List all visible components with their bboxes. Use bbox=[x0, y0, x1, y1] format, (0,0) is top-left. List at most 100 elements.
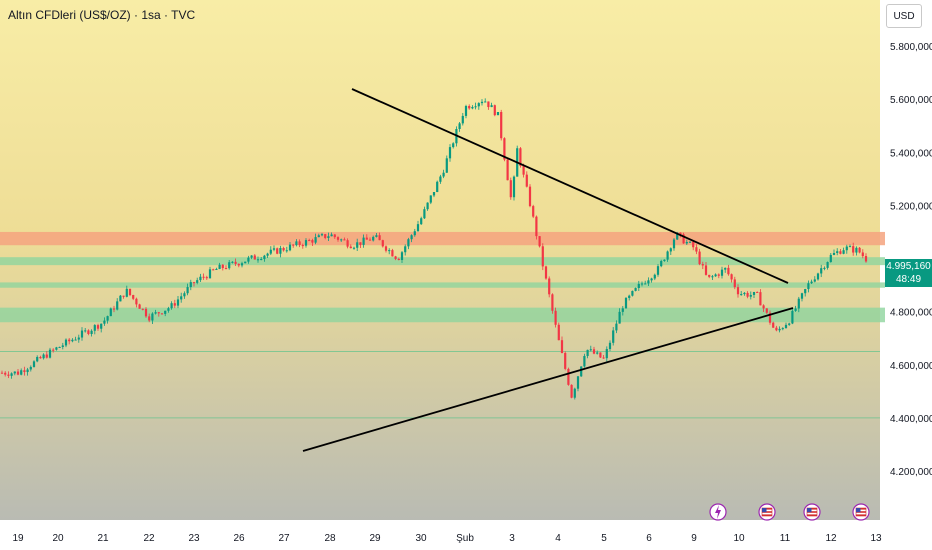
time-tick-label: 29 bbox=[369, 533, 381, 544]
candle-body bbox=[432, 192, 436, 196]
candle-body bbox=[7, 374, 10, 376]
candle-body bbox=[618, 311, 621, 324]
us-flag-icon[interactable] bbox=[852, 503, 870, 521]
candle-body bbox=[61, 345, 64, 347]
candle-body bbox=[48, 349, 52, 358]
candle-body bbox=[484, 101, 487, 103]
candle-body bbox=[253, 255, 256, 260]
candle-body bbox=[221, 264, 224, 269]
candle-body bbox=[141, 308, 144, 310]
price-tick-label: 5.600,000 bbox=[890, 95, 932, 106]
candle-body bbox=[442, 172, 445, 177]
candle-body bbox=[308, 240, 311, 242]
candle-body bbox=[586, 349, 589, 356]
candle-body bbox=[336, 237, 340, 240]
candle-body bbox=[122, 295, 125, 297]
candle-body bbox=[548, 278, 551, 295]
time-tick-label: 13 bbox=[870, 533, 882, 544]
candle-body bbox=[525, 174, 528, 187]
candle-body bbox=[724, 267, 727, 270]
candle-body bbox=[260, 259, 263, 261]
flag-stripe bbox=[762, 508, 772, 510]
time-tick-label: 3 bbox=[509, 533, 515, 544]
time-tick-label: 23 bbox=[188, 533, 200, 544]
candle-body bbox=[279, 248, 282, 254]
trendlines[interactable] bbox=[302, 88, 794, 452]
candle-body bbox=[333, 234, 336, 238]
candle-body bbox=[768, 312, 772, 323]
candle-body bbox=[679, 232, 682, 235]
candle-body bbox=[637, 283, 640, 289]
candle-body bbox=[410, 235, 413, 240]
candle-body bbox=[375, 235, 378, 237]
us-flag-icon[interactable] bbox=[758, 503, 776, 521]
last-price-tag: 4.995,160 48:49 bbox=[885, 259, 932, 287]
candle-body bbox=[669, 248, 672, 252]
candle-body bbox=[791, 310, 794, 324]
candle-body bbox=[615, 323, 618, 331]
candle-body bbox=[64, 339, 68, 346]
candle-body bbox=[733, 279, 736, 288]
candle-body bbox=[58, 346, 61, 348]
candle-body bbox=[429, 195, 432, 203]
candle-body bbox=[864, 256, 868, 262]
candle-body bbox=[324, 234, 327, 238]
candle-body bbox=[698, 251, 701, 265]
candle-body bbox=[842, 250, 845, 254]
candle-body bbox=[320, 234, 324, 236]
candle-body bbox=[778, 328, 781, 331]
candle-body bbox=[365, 237, 368, 240]
candle-body bbox=[231, 261, 234, 263]
candle-body bbox=[208, 269, 212, 279]
price-zones bbox=[0, 231, 885, 323]
time-tick-label: Şub bbox=[456, 533, 474, 544]
candle-body bbox=[292, 244, 295, 246]
candle-body bbox=[378, 235, 381, 241]
candle-body bbox=[68, 339, 71, 342]
flash-icon[interactable] bbox=[709, 503, 727, 521]
time-tick-label: 9 bbox=[691, 533, 697, 544]
candle-body bbox=[666, 251, 669, 260]
candle-body bbox=[119, 295, 122, 302]
currency-button[interactable]: USD bbox=[886, 4, 922, 28]
candle-body bbox=[199, 276, 202, 281]
candle-body bbox=[176, 299, 180, 306]
candle-body bbox=[394, 256, 397, 259]
price-tick-label: 5.200,000 bbox=[890, 201, 932, 212]
candle-body bbox=[311, 240, 314, 243]
candle-body bbox=[106, 316, 109, 321]
candle-body bbox=[538, 236, 541, 247]
candle-body bbox=[797, 298, 800, 309]
candle-body bbox=[256, 259, 260, 261]
candle-body bbox=[490, 105, 493, 108]
candle-body bbox=[29, 366, 32, 370]
candle-body bbox=[813, 279, 816, 282]
symbol-title[interactable]: Altın CFDleri (US$/OZ) · 1sa · TVC bbox=[8, 8, 196, 22]
flag-canton bbox=[807, 508, 812, 513]
candle-body bbox=[413, 231, 416, 236]
time-tick-label: 20 bbox=[52, 533, 64, 544]
event-markers[interactable] bbox=[709, 503, 870, 521]
candle-body bbox=[503, 138, 506, 160]
candle-body bbox=[823, 267, 826, 269]
candle-body bbox=[244, 261, 247, 264]
candle-body bbox=[180, 296, 183, 300]
candle-body bbox=[541, 246, 544, 267]
candle-body bbox=[269, 249, 272, 254]
candle-body bbox=[749, 294, 752, 297]
candle-body bbox=[416, 224, 420, 232]
price-axis: 5.800,000 5.600,000 5.400,000 5.200,000 4.80… bbox=[890, 42, 932, 478]
candle-body bbox=[788, 323, 791, 325]
candle-body bbox=[228, 262, 231, 269]
candle-body bbox=[125, 288, 128, 297]
candle-body bbox=[212, 269, 215, 271]
bar-countdown: 48:49 bbox=[895, 274, 922, 285]
us-flag-icon[interactable] bbox=[803, 503, 821, 521]
candle-body bbox=[80, 330, 84, 338]
candle-body bbox=[20, 370, 23, 375]
candle-body bbox=[532, 206, 535, 217]
candle-body bbox=[781, 328, 784, 330]
last-price-value: 4.995,160 bbox=[886, 261, 931, 272]
flag-canton bbox=[762, 508, 767, 513]
